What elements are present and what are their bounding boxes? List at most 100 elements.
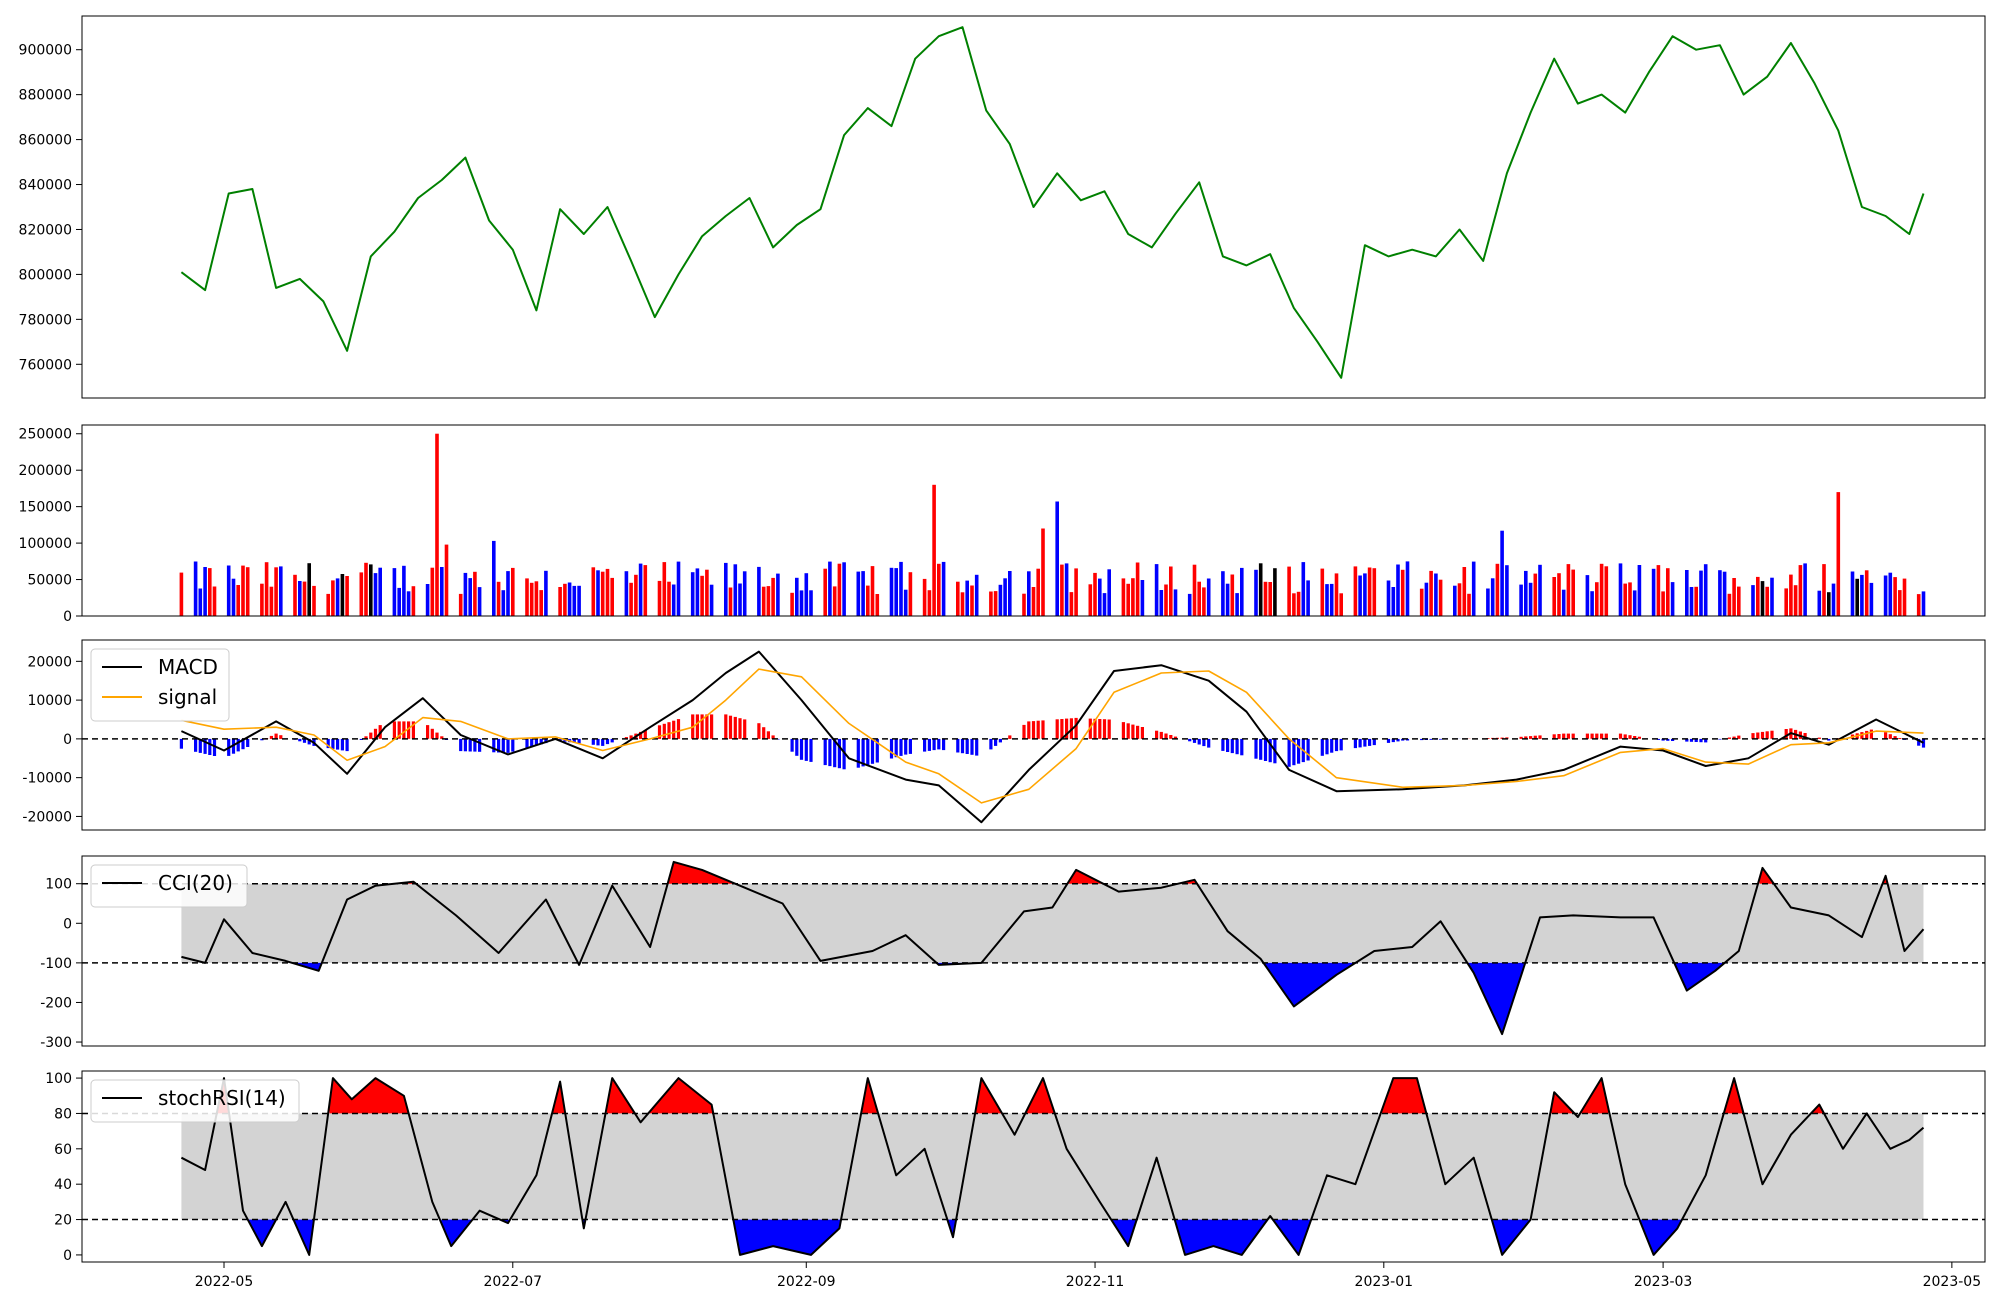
macd-histogram-bar xyxy=(1159,731,1163,739)
volume-bar xyxy=(1827,592,1831,616)
y-tick-label: 100 xyxy=(45,877,72,893)
volume-bar xyxy=(212,586,217,616)
volume-bar xyxy=(1372,568,1377,616)
volume-bar xyxy=(1187,593,1192,616)
macd-histogram-bar xyxy=(1372,738,1376,746)
volume-bar xyxy=(492,540,496,616)
overbought-fill xyxy=(1580,1078,1609,1114)
volume-bar xyxy=(1756,576,1760,616)
macd-histogram-bar xyxy=(1325,738,1329,755)
macd-histogram-bar xyxy=(1429,738,1433,740)
volume-bar xyxy=(1131,578,1135,616)
y-tick-label: 40 xyxy=(54,1177,72,1193)
neutral-band xyxy=(181,1113,1924,1220)
volume-bar xyxy=(1916,594,1921,616)
macd-histogram-bar xyxy=(1287,738,1291,767)
y-tick-label: 760000 xyxy=(19,357,72,373)
macd-histogram-bar xyxy=(511,738,515,752)
volume-bar xyxy=(733,564,738,616)
overbought-fill xyxy=(1759,868,1773,884)
macd-histogram-bar xyxy=(989,738,993,750)
oversold-fill xyxy=(1175,1219,1268,1255)
macd-histogram-bar xyxy=(1860,732,1864,739)
macd-histogram-bar xyxy=(965,738,969,754)
macd-histogram-bar xyxy=(478,738,482,752)
volume-bar xyxy=(899,561,903,616)
oversold-fill xyxy=(1112,1219,1137,1246)
volume-bar xyxy=(1405,561,1410,616)
overbought-fill xyxy=(862,1078,877,1114)
volume-bar xyxy=(799,590,804,616)
volume-bar xyxy=(1192,564,1197,616)
macd-histogram-bar xyxy=(1566,733,1570,739)
macd-histogram-bar xyxy=(724,714,728,739)
volume-bar xyxy=(956,581,960,616)
macd-histogram-bar xyxy=(1538,735,1542,739)
macd-histogram-bar xyxy=(1368,738,1372,746)
macd-histogram-bar xyxy=(1306,738,1310,761)
axes-frame xyxy=(81,1070,1986,1263)
volume-bar xyxy=(563,583,567,616)
volume-bar xyxy=(203,567,207,616)
volume-bar xyxy=(1098,578,1102,616)
macd-histogram-bar xyxy=(1732,736,1736,739)
volume-bar xyxy=(245,567,250,616)
volume-bar xyxy=(496,581,501,616)
volume-bar xyxy=(1471,561,1476,616)
y-tick-label: 880000 xyxy=(19,88,72,104)
volume-bar xyxy=(1524,570,1528,616)
y-tick-label: -100 xyxy=(40,956,72,972)
volume-bar xyxy=(828,561,832,616)
y-tick-label: 250000 xyxy=(19,427,72,443)
volume-bar xyxy=(463,572,468,616)
volume-bar xyxy=(1027,571,1031,616)
macd-histogram-bar xyxy=(975,738,979,756)
volume-bar xyxy=(1240,567,1244,616)
axes-frame xyxy=(81,855,1986,1047)
legend-label: CCI(20) xyxy=(158,871,233,895)
macd-histogram-bar xyxy=(373,728,378,739)
volume-bar xyxy=(657,580,662,616)
macd-histogram-bar xyxy=(1207,738,1211,748)
volume-bar xyxy=(761,586,766,616)
volume-panel: 0 50000 100000 150000 200000 250000 xyxy=(19,424,1986,625)
volume-bar xyxy=(1666,568,1670,616)
signal-line xyxy=(181,668,1924,804)
macd-histogram-bar xyxy=(601,738,605,746)
volume-bar xyxy=(279,566,283,616)
macd-histogram-bar xyxy=(411,721,415,739)
y-tick-label: 0 xyxy=(63,732,72,748)
oversold-fill xyxy=(248,1219,276,1245)
volume-bar xyxy=(1500,530,1504,616)
macd-histogram-bar xyxy=(738,718,742,739)
macd-histogram-bar xyxy=(662,723,666,739)
macd-histogram-bar xyxy=(1751,733,1755,739)
overbought-fill xyxy=(1026,1079,1054,1114)
volume-bar xyxy=(473,571,477,616)
volume-bar xyxy=(861,571,865,616)
macd-histogram-bar xyxy=(757,723,761,739)
macd-histogram-bar xyxy=(539,738,543,745)
volume-bar xyxy=(1235,593,1239,616)
volume-bar xyxy=(1737,586,1741,616)
macd-histogram-bar xyxy=(994,738,998,746)
macd-histogram-bar xyxy=(1898,738,1902,739)
y-tick-label: 800000 xyxy=(19,267,72,283)
volume-bar xyxy=(1060,564,1064,616)
volume-bar xyxy=(226,565,231,616)
y-tick-label: 780000 xyxy=(19,312,72,328)
macd-histogram-bar xyxy=(1917,738,1921,746)
volume-bar xyxy=(1074,568,1078,616)
macd-histogram-bar xyxy=(998,738,1002,743)
stochrsi-line xyxy=(180,1077,1925,1256)
volume-bar xyxy=(397,587,401,616)
macd-histogram-bar xyxy=(407,721,411,739)
volume-bar xyxy=(274,567,278,616)
volume-bar xyxy=(1822,564,1826,616)
macd-histogram-bar xyxy=(1254,738,1258,759)
volume-bar xyxy=(1689,587,1694,616)
macd-histogram-bar xyxy=(676,719,681,739)
macd-histogram-bar xyxy=(1533,735,1537,739)
volume-bar xyxy=(331,580,335,616)
volume-bar xyxy=(960,592,965,616)
